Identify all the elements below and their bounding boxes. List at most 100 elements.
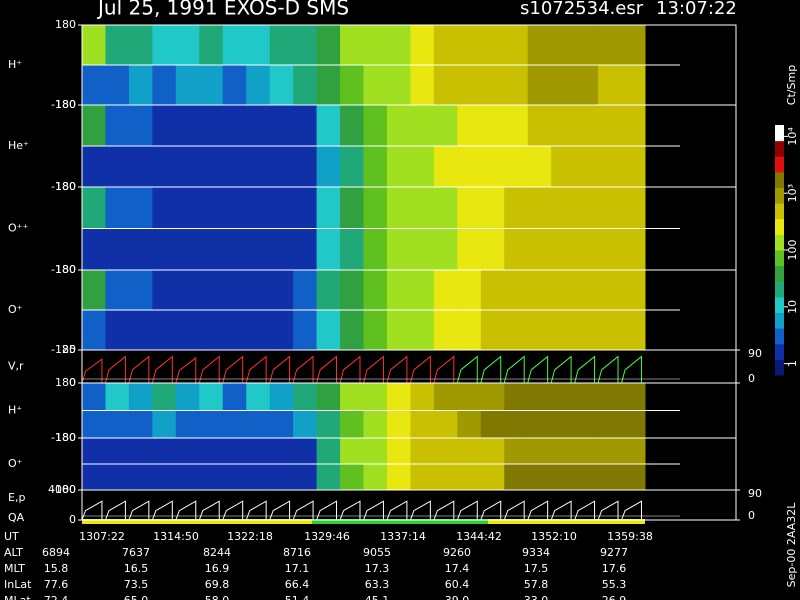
heatmap-cell bbox=[433, 146, 458, 188]
sawtooth bbox=[245, 500, 267, 521]
heatmap-cell bbox=[363, 228, 388, 271]
heatmap-cell bbox=[293, 464, 318, 491]
heatmap-cell bbox=[410, 146, 435, 188]
heatmap-cell bbox=[105, 270, 130, 311]
cell: 1314:50 bbox=[153, 530, 199, 543]
row-label: ALT bbox=[4, 546, 23, 559]
y2-tick-label: 90 bbox=[748, 347, 762, 360]
heatmap-cell bbox=[574, 310, 599, 351]
panel-label: O⁺⁺ bbox=[8, 222, 28, 235]
heatmap-cell bbox=[480, 438, 505, 465]
y-tick-label: 180 bbox=[55, 98, 76, 111]
heatmap-cell bbox=[574, 65, 599, 106]
heatmap-cell bbox=[621, 438, 646, 465]
colorbar-tick-label: 10⁴ bbox=[786, 127, 799, 146]
y-tick-label: 25 bbox=[62, 343, 76, 356]
heatmap-cell bbox=[316, 25, 341, 66]
heatmap-cell bbox=[410, 187, 435, 229]
heatmap-cell bbox=[340, 270, 364, 311]
heatmap-cell bbox=[433, 464, 458, 491]
heatmap-cell bbox=[386, 310, 411, 351]
heatmap-cell bbox=[574, 438, 599, 465]
heatmap-cell bbox=[246, 105, 271, 147]
heatmap-cell bbox=[222, 65, 247, 106]
heatmap-cell bbox=[316, 65, 341, 106]
colorbar-swatch bbox=[775, 171, 784, 188]
y-tick-label: 4000 bbox=[48, 483, 76, 496]
heatmap-cell bbox=[199, 146, 224, 188]
heatmap-cell bbox=[386, 25, 411, 66]
sawtooth bbox=[128, 500, 150, 521]
heatmap-cell bbox=[621, 383, 646, 411]
heatmap-cell bbox=[433, 410, 458, 439]
sawtooth bbox=[456, 500, 478, 521]
qa-bar bbox=[488, 519, 645, 524]
heatmap-cell bbox=[410, 464, 435, 491]
heatmap-cell bbox=[386, 187, 411, 229]
colorbar-swatch bbox=[775, 156, 784, 173]
sawtooth bbox=[363, 500, 384, 521]
heatmap-cell bbox=[199, 438, 224, 465]
colorbar-swatch bbox=[775, 187, 784, 204]
heatmap-cell bbox=[504, 270, 529, 311]
heatmap-cell bbox=[480, 410, 505, 439]
heatmap-cell bbox=[363, 383, 388, 411]
heatmap-cell bbox=[621, 65, 646, 106]
heatmap-cell bbox=[480, 228, 505, 271]
heatmap-cell bbox=[152, 310, 177, 351]
heatmap-cell bbox=[480, 25, 505, 66]
sawtooth bbox=[175, 356, 197, 384]
heatmap-cell bbox=[199, 410, 224, 439]
heatmap-cell bbox=[457, 228, 482, 271]
sawtooth bbox=[104, 355, 126, 384]
heatmap-cell bbox=[269, 65, 294, 106]
heatmap-cell bbox=[82, 146, 106, 188]
heatmap-cell bbox=[504, 146, 529, 188]
qa-bar bbox=[82, 519, 312, 524]
panel-label: He⁺ bbox=[8, 139, 29, 152]
heatmap-cell bbox=[598, 270, 623, 311]
heatmap-cell bbox=[574, 146, 599, 188]
heatmap-cell bbox=[480, 270, 505, 311]
heatmap-cell bbox=[340, 438, 364, 465]
cell: 9277 bbox=[600, 546, 628, 559]
heatmap-cell bbox=[433, 310, 458, 351]
heatmap-cell bbox=[386, 146, 411, 188]
panel-label: O⁺ bbox=[8, 303, 23, 316]
sawtooth bbox=[597, 355, 619, 384]
time: 13:07:22 bbox=[656, 0, 737, 19]
colorbar-tick-label: 10 bbox=[786, 300, 799, 314]
colorbar-swatch bbox=[775, 140, 784, 157]
sawtooth bbox=[292, 355, 314, 384]
sawtooth bbox=[222, 500, 244, 521]
heatmap-cell bbox=[316, 410, 341, 439]
heatmap-cell bbox=[293, 383, 318, 411]
heatmap-cell bbox=[551, 383, 576, 411]
cell: 1359:38 bbox=[607, 530, 653, 543]
heatmap-cell bbox=[293, 25, 318, 66]
chart-title: Jul 25, 1991 EXOS-D SMS bbox=[96, 0, 349, 20]
sawtooth bbox=[151, 500, 173, 521]
heatmap-cell bbox=[410, 25, 435, 66]
cell: 1322:18 bbox=[227, 530, 273, 543]
heatmap-cell bbox=[363, 270, 388, 311]
heatmap-cell bbox=[457, 65, 482, 106]
panel-label: O⁺ bbox=[8, 457, 23, 470]
colorbar-tick-label: 1 bbox=[786, 360, 799, 367]
heatmap-cell bbox=[128, 383, 153, 411]
heatmap-cell bbox=[82, 438, 106, 465]
heatmap-cell bbox=[457, 310, 482, 351]
heatmap-cell bbox=[363, 146, 388, 188]
heatmap-cell bbox=[105, 310, 130, 351]
sawtooth bbox=[222, 355, 244, 384]
heatmap-cell bbox=[199, 310, 224, 351]
y-tick-label: 180 bbox=[55, 180, 76, 193]
heatmap-cell bbox=[340, 228, 364, 271]
heatmap-cell bbox=[527, 464, 552, 491]
file-name: s1072534.esr bbox=[520, 0, 644, 19]
y-tick-label: -180 bbox=[51, 431, 76, 444]
heatmap-cell bbox=[105, 105, 130, 147]
heatmap-cell bbox=[527, 270, 552, 311]
sawtooth bbox=[81, 500, 103, 521]
heatmap-cell bbox=[316, 310, 341, 351]
